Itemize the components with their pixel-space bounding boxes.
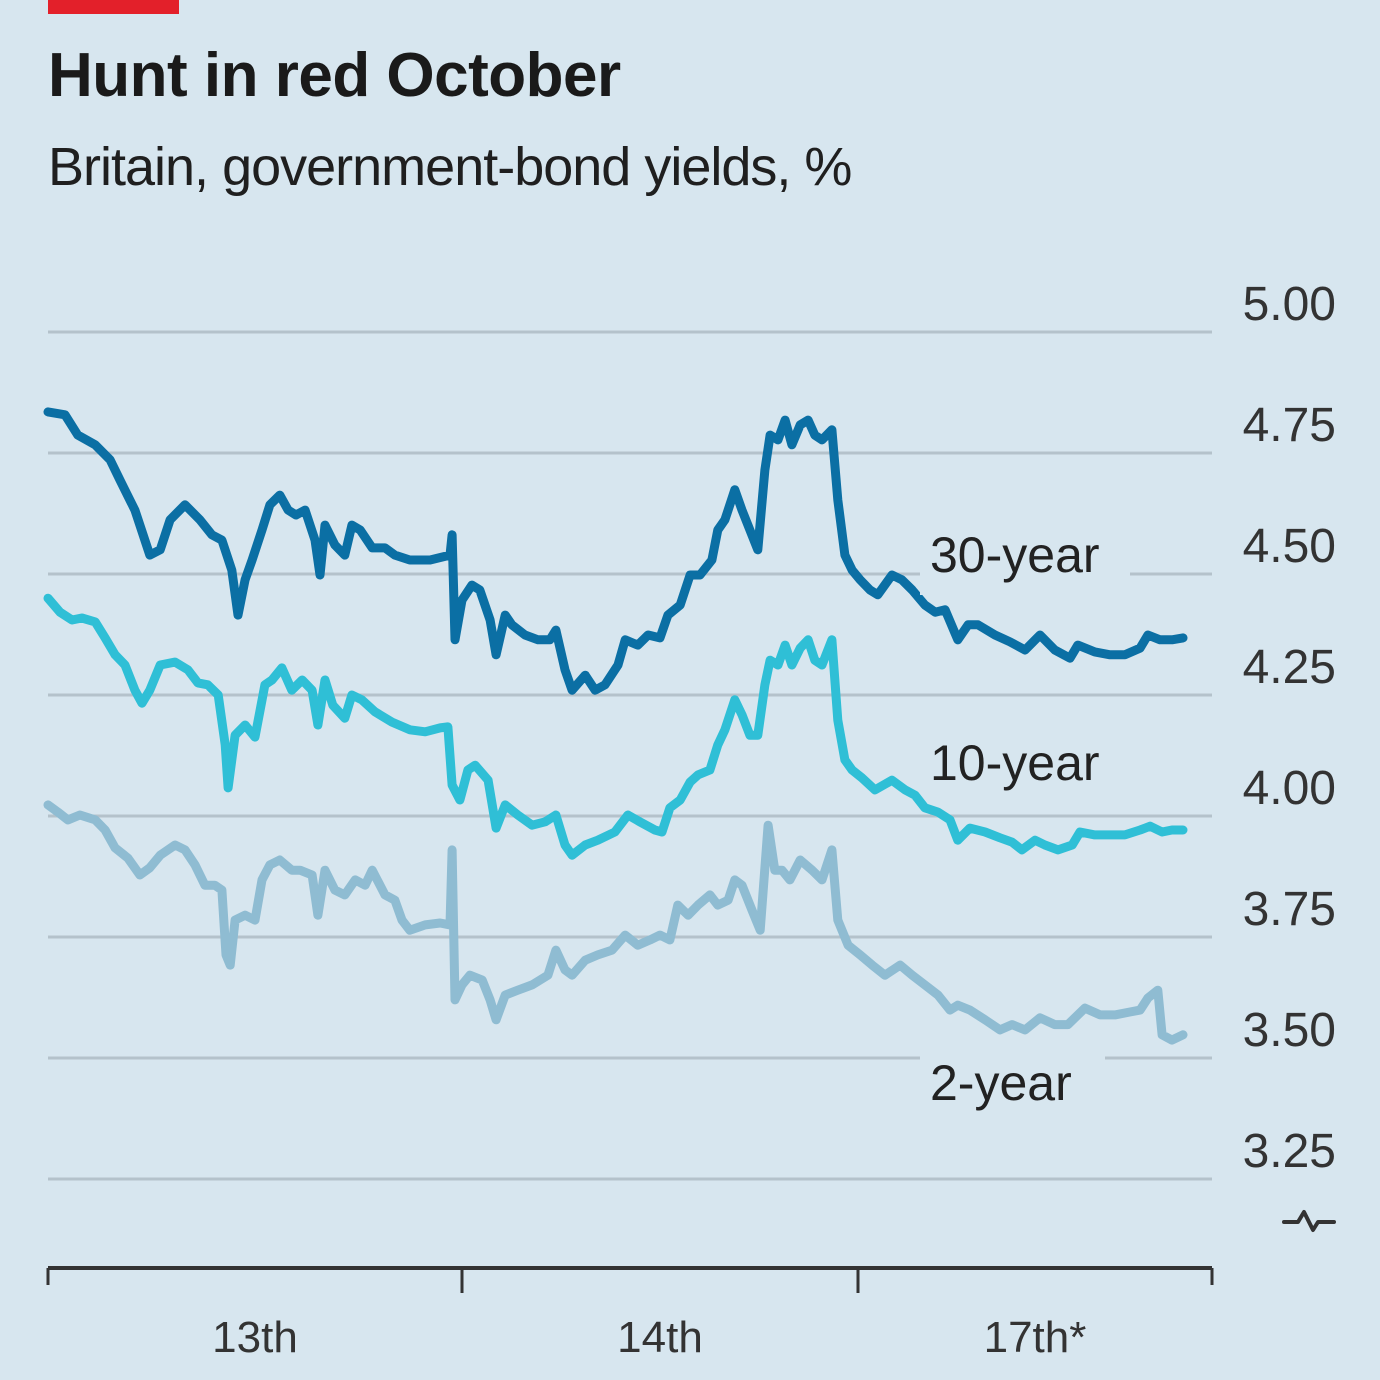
series-line-2-year	[43, 800, 1188, 1045]
x-tick-label: 14th	[617, 1313, 703, 1362]
series-label-2-year: 2-year	[930, 1055, 1072, 1111]
chart-subtitle: Britain, government-bond yields, %	[48, 137, 852, 197]
y-tick-label: 4.75	[1243, 399, 1336, 452]
y-tick-label: 5.00	[1243, 278, 1336, 331]
y-tick-label: 4.50	[1243, 520, 1336, 573]
y-axis-tick-labels: 5.00 4.75 4.50 4.25 4.00 3.75 3.50 3.25	[1243, 278, 1336, 1178]
series-label-30-year: 30-year	[930, 527, 1100, 583]
label-gap	[920, 1040, 1105, 1080]
series-label-10-year: 10-year	[930, 735, 1100, 791]
y-tick-label: 3.25	[1243, 1125, 1336, 1178]
y-tick-label: 4.00	[1243, 762, 1336, 815]
y-tick-label: 3.50	[1243, 1004, 1336, 1057]
label-gap	[920, 555, 1130, 595]
x-axis: 13th 14th 17th*	[46, 1266, 1214, 1362]
series-line-10-year	[43, 593, 1188, 860]
x-tick-label: 17th*	[984, 1313, 1087, 1362]
y-tick-label: 3.75	[1243, 883, 1336, 936]
economist-red-tag	[48, 0, 179, 14]
series-labels: 30-year 10-year 2-year	[920, 527, 1130, 1111]
series-line-30-year	[43, 407, 1188, 695]
chart-title: Hunt in red October	[48, 41, 621, 110]
x-tick-label: 13th	[212, 1313, 298, 1362]
axis-break-icon	[1282, 1210, 1336, 1232]
y-tick-label: 4.25	[1243, 641, 1336, 694]
series-lines	[43, 407, 1188, 1045]
